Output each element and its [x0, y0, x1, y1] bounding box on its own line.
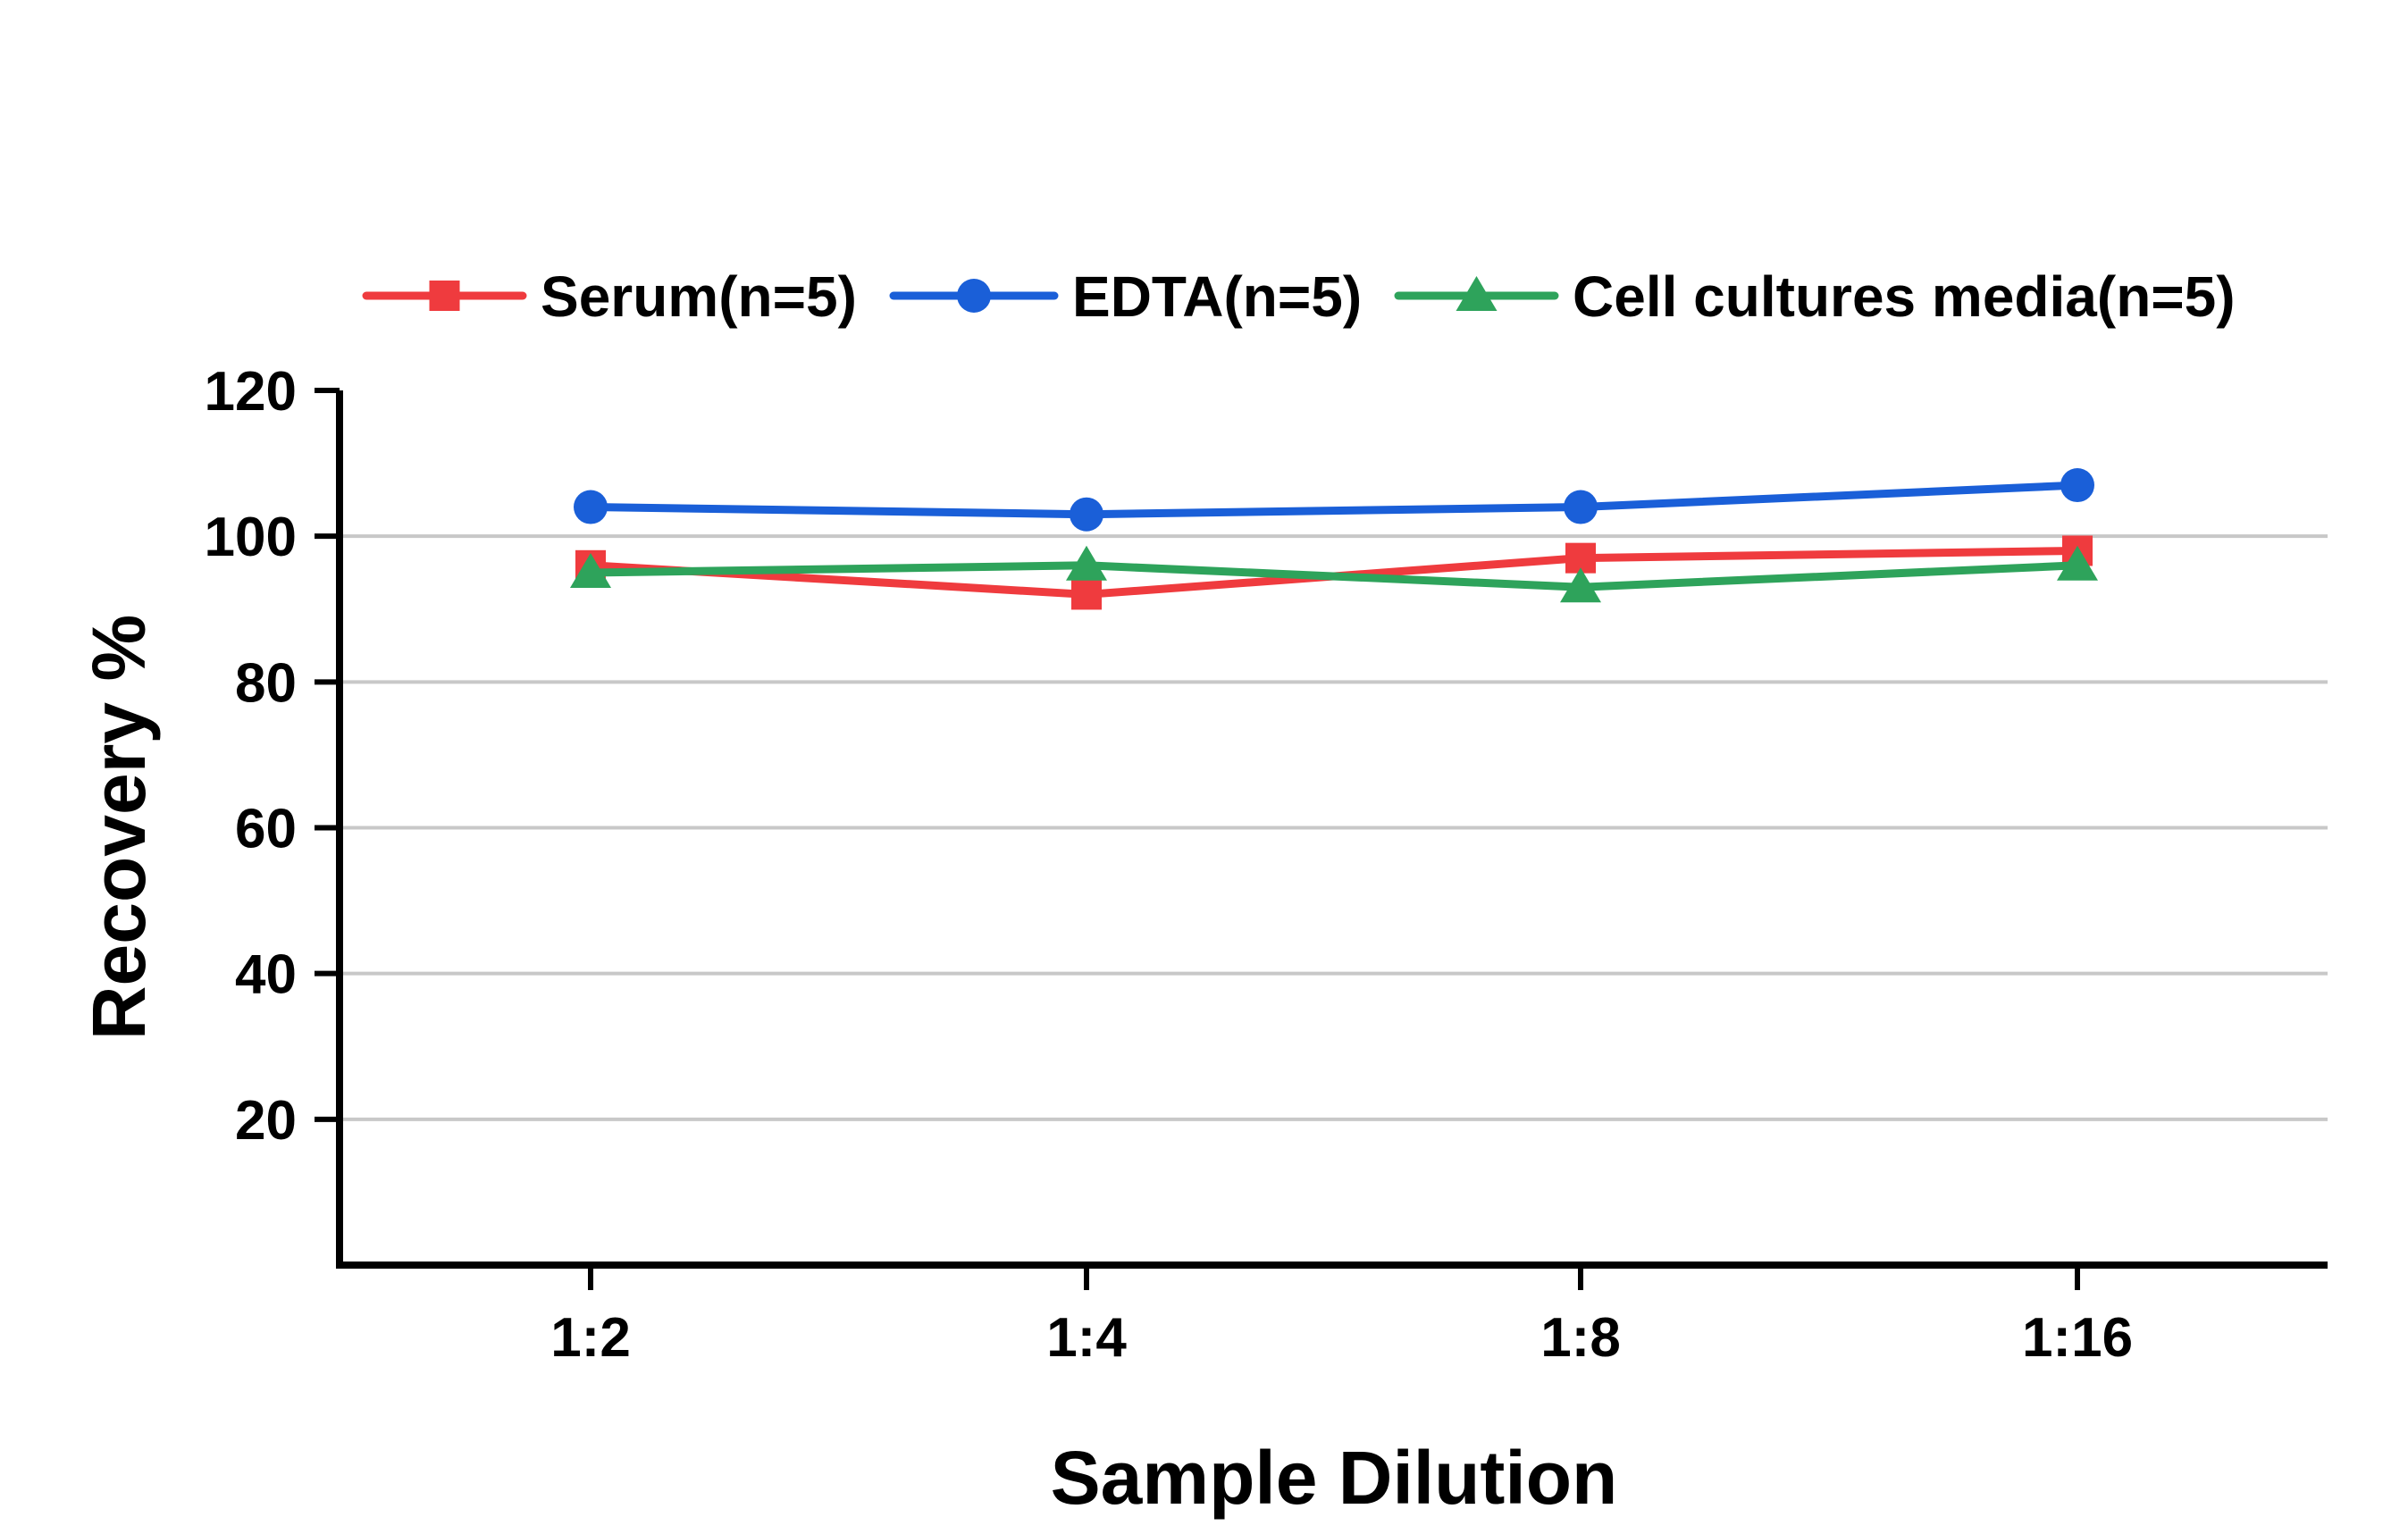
legend: Serum(n=5) EDTA(n=5) Cell cultures media(n… — [362, 264, 2236, 329]
series-line — [590, 561, 2078, 591]
y-axis-title: Recovery % — [77, 615, 161, 1040]
legend-item: Serum(n=5) — [362, 264, 857, 329]
series-layer — [570, 468, 2098, 610]
series-line — [590, 481, 2078, 519]
x-tick-label: 1:2 — [550, 1307, 631, 1369]
series-circle — [574, 468, 2094, 532]
y-tick-label: 80 — [235, 652, 297, 714]
data-point — [1066, 545, 1107, 581]
legend-marker — [429, 281, 460, 311]
y-tick-label: 60 — [235, 799, 297, 860]
legend-label: EDTA(n=5) — [1072, 264, 1362, 329]
gridlines — [340, 534, 2328, 1121]
data-point — [2060, 468, 2094, 503]
legend-marker — [957, 279, 991, 313]
legend-label: Serum(n=5) — [541, 264, 857, 329]
data-point — [1564, 490, 1598, 524]
data-point — [574, 490, 608, 524]
data-point — [2057, 545, 2098, 581]
series-triangle — [570, 545, 2098, 603]
y-tick-label: 40 — [235, 944, 297, 1006]
data-point — [1071, 579, 1102, 610]
legend-item: EDTA(n=5) — [889, 264, 1362, 329]
legend-item: Cell cultures media(n=5) — [1394, 264, 2236, 329]
x-ticks: 1:2 1:4 1:8 1:16 — [550, 1265, 2133, 1369]
y-tick-label: 100 — [205, 507, 297, 568]
y-tick-label: 20 — [235, 1090, 297, 1152]
x-tick-label: 1:16 — [2022, 1307, 2133, 1369]
x-tick-label: 1:4 — [1046, 1307, 1127, 1369]
y-tick-label: 120 — [205, 361, 297, 423]
x-tick-label: 1:8 — [1540, 1307, 1621, 1369]
y-ticks: 20 40 60 80 100 120 — [205, 361, 340, 1152]
data-point — [1070, 497, 1103, 532]
x-axis-title: Sample Dilution — [1051, 1436, 1618, 1520]
data-point — [1560, 567, 1601, 603]
data-point — [570, 552, 611, 588]
legend-marker — [1456, 276, 1498, 311]
legend-label: Cell cultures media(n=5) — [1573, 264, 2236, 329]
